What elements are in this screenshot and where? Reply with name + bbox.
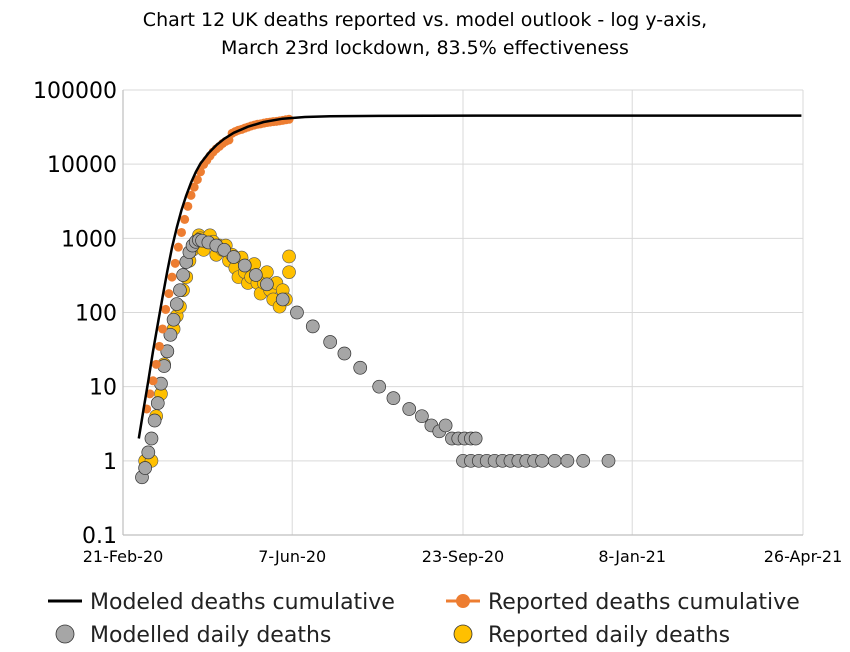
modeled-cumulative-line	[137, 114, 802, 439]
modelled-daily-point	[141, 445, 156, 460]
modelled-daily-point	[169, 297, 184, 311]
x-tick-label: 26-Apr-21	[764, 547, 843, 566]
modelled-daily-point	[576, 453, 591, 468]
modelled-daily-point	[535, 453, 549, 468]
modelled-daily-point	[415, 409, 429, 424]
axes	[122, 90, 803, 536]
modelled-daily-point	[173, 283, 187, 298]
reported-cumulative-point	[161, 304, 171, 314]
modelled-daily-point	[217, 242, 232, 257]
modelled-daily-point	[226, 250, 241, 264]
modelled-daily-point	[163, 327, 178, 342]
reported-cumulative-point	[170, 258, 180, 268]
modelled-daily-point	[248, 268, 263, 282]
legend-item: Reported deaths cumulative	[446, 590, 800, 615]
y-tick-label: 10	[89, 376, 117, 401]
legend-label: Reported deaths cumulative	[488, 590, 800, 615]
gridlines	[122, 89, 804, 536]
y-tick-label: 100	[75, 302, 117, 327]
legend-item: Modeled deaths cumulative	[48, 590, 395, 615]
reported-cumulative-point	[183, 201, 193, 211]
legend-item: Reported daily deaths	[453, 623, 730, 648]
modelled-daily-point	[547, 453, 562, 468]
reported-daily-point	[282, 265, 296, 279]
y-tick-labels: 0.1 1 10 100 1000 10000 100000	[33, 79, 117, 549]
modelled-daily-point	[150, 396, 165, 410]
modelled-daily-point	[138, 461, 152, 475]
legend-dot-marker	[453, 624, 473, 644]
x-tick-label: 21-Feb-20	[83, 547, 164, 566]
series-modelled-daily	[135, 233, 616, 485]
reported-cumulative-point	[154, 341, 164, 351]
legend-dot-marker	[456, 594, 470, 608]
modelled-daily-point	[353, 360, 368, 375]
reported-cumulative-point	[186, 190, 196, 200]
modelled-daily-point	[305, 319, 320, 334]
y-tick-label: 0.1	[82, 524, 117, 549]
legend: Modeled deaths cumulative Reported deaths…	[48, 590, 800, 648]
reported-cumulative-point	[192, 175, 202, 185]
legend-label: Reported daily deaths	[488, 623, 730, 648]
plot-area-series	[135, 114, 802, 485]
legend-label: Modelled daily deaths	[90, 623, 331, 648]
reported-cumulative-point	[180, 214, 190, 224]
chart-title-line-2: March 23rd lockdown, 83.5% effectiveness	[221, 37, 629, 59]
x-tick-labels: 21-Feb-20 7-Jun-20 23-Sep-20 8-Jan-21 26-Apr…	[83, 547, 843, 566]
reported-cumulative-point	[167, 272, 177, 282]
modelled-daily-point	[166, 312, 181, 327]
modelled-daily-point	[144, 431, 159, 446]
legend-label: Modeled deaths cumulative	[90, 590, 395, 615]
y-tick-label: 100000	[33, 79, 117, 104]
modelled-daily-point	[275, 292, 290, 307]
modelled-daily-point	[337, 346, 352, 361]
modelled-daily-point	[237, 258, 252, 273]
reported-cumulative-point	[173, 242, 183, 252]
modelled-daily-point	[176, 268, 190, 282]
legend-dot-marker	[55, 624, 75, 644]
modelled-daily-point	[147, 413, 162, 428]
x-tick-label: 8-Jan-21	[598, 547, 666, 566]
modelled-daily-point	[468, 431, 483, 446]
reported-daily-point	[282, 249, 296, 264]
x-tick-label: 23-Sep-20	[422, 547, 504, 566]
modelled-daily-point	[290, 305, 304, 320]
chart-title: Chart 12 UK deaths reported vs. model ou…	[143, 9, 707, 59]
modelled-daily-point	[260, 277, 274, 292]
reported-cumulative-point	[164, 289, 174, 299]
reported-cumulative-point	[189, 182, 199, 192]
reported-cumulative-point	[158, 324, 168, 334]
modelled-daily-point	[372, 379, 387, 394]
modelled-daily-point	[438, 418, 453, 433]
y-tick-label: 1000	[61, 227, 117, 252]
y-tick-label: 10000	[47, 153, 117, 178]
reported-cumulative-point	[151, 359, 161, 369]
modelled-daily-point	[386, 391, 401, 406]
reported-cumulative-point	[148, 376, 158, 386]
reported-cumulative-point	[177, 227, 187, 237]
y-tick-label: 1	[103, 450, 117, 475]
modelled-daily-point	[160, 344, 175, 359]
modelled-daily-point	[323, 335, 338, 349]
chart-title-line-1: Chart 12 UK deaths reported vs. model ou…	[143, 9, 707, 31]
legend-item: Modelled daily deaths	[55, 623, 331, 648]
modelled-daily-point	[601, 453, 616, 468]
modelled-daily-point	[402, 402, 417, 416]
modelled-daily-point	[560, 453, 575, 468]
x-tick-label: 7-Jun-20	[258, 547, 326, 566]
